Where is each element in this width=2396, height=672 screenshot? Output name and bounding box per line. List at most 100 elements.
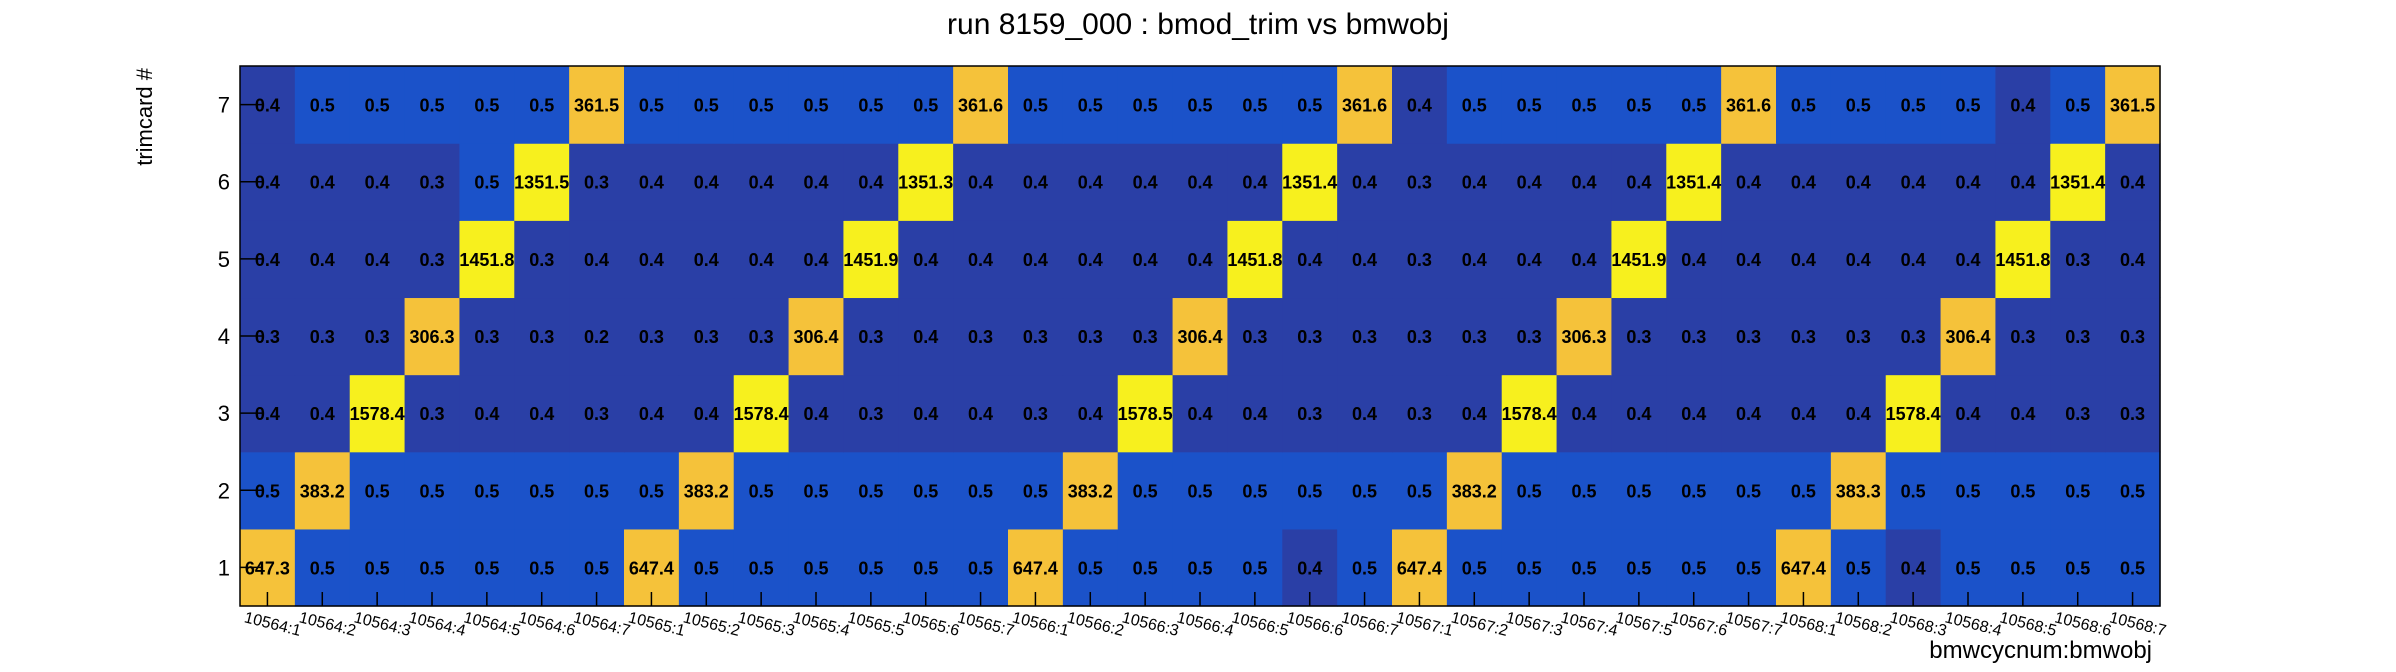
heatmap-cell [1282, 220, 1338, 299]
cell-value-label: 0.5 [1187, 96, 1212, 116]
heatmap-cell [953, 220, 1009, 299]
heatmap-cell [1556, 451, 1613, 530]
x-tick-label: 10567:1 [1394, 609, 1454, 640]
x-tick-label: 10566:7 [1340, 609, 1400, 640]
cell-value-label: 0.4 [2010, 96, 2035, 116]
cell-value-label: 0.5 [1571, 558, 1596, 578]
heatmap-cell [514, 66, 570, 144]
cell-value-label: 0.5 [1297, 96, 1322, 116]
x-tick-label: 10568:6 [2053, 609, 2113, 640]
cell-value-label: 0.5 [913, 558, 938, 578]
cell-value-label: 647.3 [245, 558, 290, 578]
cell-value-label: 0.4 [1187, 250, 1212, 270]
cell-value-label: 0.4 [1023, 250, 1048, 270]
cell-value-label: 0.3 [1736, 327, 1761, 347]
heatmap-cell [624, 374, 680, 453]
cell-value-label: 0.3 [1901, 327, 1926, 347]
cell-value-label: 0.5 [749, 96, 774, 116]
cell-value-label: 0.5 [1133, 96, 1158, 116]
cell-value-label: 647.4 [1013, 558, 1058, 578]
cell-value-label: 0.4 [1681, 250, 1706, 270]
heatmap-cell [898, 374, 954, 453]
cell-value-label: 0.5 [1791, 96, 1816, 116]
heatmap-cell [2105, 451, 2161, 530]
cell-value-label: 0.5 [968, 558, 993, 578]
cell-value-label: 0.4 [474, 404, 499, 424]
cell-value-label: 0.4 [1352, 404, 1377, 424]
cell-value-label: 0.5 [365, 481, 390, 501]
cell-value-label: 0.4 [1187, 404, 1212, 424]
heatmap-cell [514, 374, 570, 453]
heatmap-cell [294, 143, 351, 221]
heatmap-cell [953, 143, 1009, 221]
heatmap-cell [459, 374, 515, 453]
heatmap-cell [1556, 297, 1613, 376]
heatmap-cell [1721, 374, 1777, 453]
heatmap-cell [843, 66, 899, 144]
cell-value-label: 0.5 [803, 558, 828, 578]
cell-value-label: 0.2 [584, 327, 609, 347]
heatmap-cell [1282, 374, 1338, 453]
heatmap-cell [2105, 220, 2161, 299]
cell-value-label: 0.4 [255, 250, 280, 270]
heatmap-cell [1282, 297, 1338, 376]
heatmap-cell [733, 297, 790, 376]
heatmap-cell [1172, 297, 1229, 376]
cell-value-label: 0.4 [1462, 250, 1487, 270]
cell-value-label: 0.5 [474, 173, 499, 193]
y-tick-label: 1 [218, 555, 230, 580]
cell-value-label: 0.5 [2065, 558, 2090, 578]
cell-value-label: 1578.4 [1502, 404, 1557, 424]
heatmap-cell [404, 220, 461, 299]
heatmap-cell [1008, 220, 1064, 299]
cell-value-label: 0.5 [310, 96, 335, 116]
heatmap-cell [624, 297, 680, 376]
heatmap-cell [1117, 143, 1174, 221]
heatmap-cell [1666, 374, 1722, 453]
heatmap-cell-labels: 647.3 0.5 0.5 0.5 0.5 0.5 0.5 647.4 0.5 0.5 0.5 0.5… [245, 96, 2155, 579]
cell-value-label: 0.5 [1078, 96, 1103, 116]
y-axis-label: trimcard # [132, 67, 157, 166]
cell-value-label: 0.3 [858, 404, 883, 424]
heatmap-cell [1885, 143, 1942, 221]
cell-value-label: 0.3 [255, 327, 280, 347]
cell-value-label: 0.3 [2120, 404, 2145, 424]
heatmap-cell [953, 297, 1009, 376]
heatmap-cell [1062, 451, 1119, 530]
cell-value-label: 0.4 [968, 173, 993, 193]
heatmap-cell [1830, 374, 1887, 453]
heatmap-cell [1940, 297, 1997, 376]
heatmap-cell [569, 374, 625, 453]
cell-value-label: 0.5 [1517, 96, 1542, 116]
x-tick-label: 10565:7 [956, 609, 1016, 640]
cell-value-label: 0.3 [419, 250, 444, 270]
cell-value-label: 0.3 [1242, 327, 1267, 347]
cell-value-label: 306.4 [1177, 327, 1222, 347]
cell-value-label: 1451.9 [1611, 250, 1666, 270]
heatmap-cell [1062, 220, 1119, 299]
heatmap-cell [898, 66, 954, 144]
heatmap-cell [733, 374, 790, 453]
cell-value-label: 0.4 [1571, 250, 1596, 270]
cell-value-label: 0.5 [2065, 96, 2090, 116]
cell-value-label: 0.5 [1955, 481, 1980, 501]
x-tick-label: 10565:6 [901, 609, 961, 640]
x-tick-label: 10564:6 [517, 609, 577, 640]
heatmap-cell [2105, 66, 2161, 144]
heatmap-cell [349, 297, 406, 376]
cell-value-label: 1451.8 [1227, 250, 1282, 270]
heatmap-cell [1062, 143, 1119, 221]
heatmap-cell [294, 297, 351, 376]
cell-value-label: 1578.4 [1886, 404, 1941, 424]
heatmap-cell [1940, 220, 1997, 299]
heatmap-cell [624, 66, 680, 144]
heatmap-cell [514, 451, 570, 530]
cell-value-label: 0.5 [1626, 96, 1651, 116]
heatmap-cell [1392, 451, 1448, 530]
cell-value-label: 0.3 [1846, 327, 1871, 347]
cell-value-label: 0.5 [1462, 558, 1487, 578]
cell-value-label: 0.3 [1133, 327, 1158, 347]
x-tick-label: 10566:6 [1285, 609, 1345, 640]
cell-value-label: 0.3 [2065, 250, 2090, 270]
cell-value-label: 0.5 [365, 558, 390, 578]
